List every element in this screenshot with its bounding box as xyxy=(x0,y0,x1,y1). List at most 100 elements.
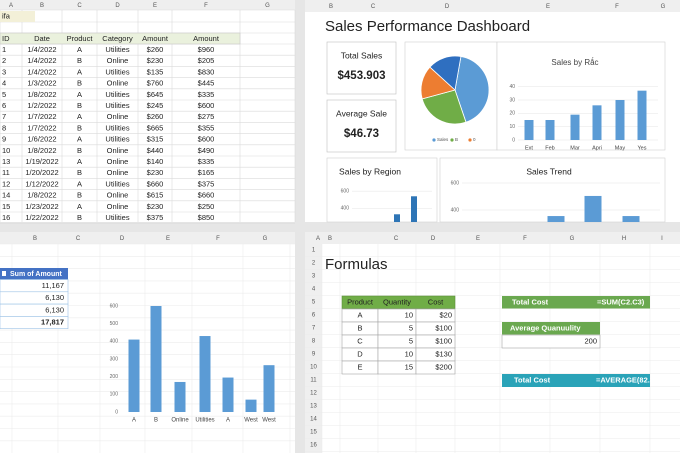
cell-text: 1/8/2022 xyxy=(27,191,56,200)
bar xyxy=(394,214,400,222)
cell-text: 10 xyxy=(405,310,413,319)
header-cell: Date xyxy=(34,34,50,43)
cell-text: B xyxy=(77,123,82,132)
row-header: 4 xyxy=(312,287,316,293)
cell-text: $165 xyxy=(198,168,215,177)
column-header: F xyxy=(216,236,220,242)
row-header: 7 xyxy=(312,326,316,332)
pie-slice xyxy=(421,89,467,125)
column-header: H xyxy=(622,236,626,242)
cell-text: $100 xyxy=(435,323,452,332)
legend-swatch xyxy=(432,138,436,142)
cell-text: 1 xyxy=(2,45,6,54)
bar xyxy=(263,365,275,412)
cell-text: 17,817 xyxy=(41,318,64,327)
cell-text: $960 xyxy=(198,45,215,54)
cell-text: $260 xyxy=(147,45,164,54)
column-header-bar xyxy=(305,232,680,244)
cell-text: $355 xyxy=(198,123,215,132)
cell-text: 15 xyxy=(2,202,10,211)
header-cell: Product xyxy=(67,34,94,43)
cell-highlight xyxy=(0,11,35,22)
row-header: 5 xyxy=(312,300,316,306)
column-header-bar xyxy=(0,232,295,244)
y-tick-label: 0 xyxy=(512,137,515,143)
y-tick-label: 600 xyxy=(110,303,119,309)
pivot-cell xyxy=(0,316,69,329)
cell-text: A xyxy=(77,157,82,166)
legend-swatch xyxy=(468,138,472,142)
cell-text: $445 xyxy=(198,79,215,88)
formula-bar xyxy=(502,296,650,309)
cell-text: 1/12/2022 xyxy=(25,179,58,188)
cell-text: 6 xyxy=(2,101,6,110)
bar xyxy=(637,90,647,140)
chart-title: Sales Trend xyxy=(526,166,572,176)
row-header: 9 xyxy=(312,352,316,358)
header-cell: Amount xyxy=(142,34,169,43)
cell-text: 11,167 xyxy=(42,281,64,290)
chart-title: Sales by Rǻc xyxy=(551,58,598,67)
x-tick-label: Apri xyxy=(592,145,602,151)
cell-text: $440 xyxy=(147,146,164,155)
header-cell: ID xyxy=(2,34,10,43)
y-tick-label: 20 xyxy=(509,111,515,117)
cell-text: Utilities xyxy=(105,90,129,99)
cell-text: 15 xyxy=(405,362,413,371)
bar xyxy=(570,114,580,140)
cell-text: $645 xyxy=(147,90,164,99)
cell-text: Utilities xyxy=(105,45,129,54)
cell-text: 1/3/2022 xyxy=(27,79,56,88)
y-tick-label: 400 xyxy=(110,339,119,345)
cell-text: $600 xyxy=(198,101,215,110)
cell-text: $335 xyxy=(198,90,215,99)
header-cell: Cost xyxy=(428,297,444,306)
cell-text: $615 xyxy=(147,191,164,200)
cell-text: A xyxy=(77,112,82,121)
bar xyxy=(545,120,555,140)
y-tick-label: 10 xyxy=(509,124,515,130)
x-tick-label: Feb xyxy=(545,145,554,151)
cell-text: 1/19/2022 xyxy=(25,157,58,166)
bar xyxy=(584,195,602,222)
column-header: A xyxy=(9,3,13,9)
cell-text: A xyxy=(77,67,82,76)
cell-text: 9 xyxy=(2,135,6,144)
pie-slice xyxy=(454,56,490,123)
column-header: D xyxy=(115,3,120,9)
cell-text: 8 xyxy=(2,123,6,132)
x-tick-label: A xyxy=(226,418,230,424)
cell-text: 1/8/2022 xyxy=(27,146,56,155)
x-tick-label: Utilities xyxy=(195,418,214,424)
bar xyxy=(245,399,257,412)
cell-text: =SUM(C2.C3) xyxy=(597,297,645,306)
cell-text: $260 xyxy=(147,112,164,121)
cell-text: $245 xyxy=(147,101,164,110)
cell-text: $230 xyxy=(147,56,164,65)
cell-text: 200 xyxy=(584,336,597,345)
cell-text: $230 xyxy=(147,168,164,177)
sheet-title: Formulas xyxy=(325,256,388,273)
y-tick-label: 600 xyxy=(451,180,460,186)
x-tick-label: Mar xyxy=(570,145,580,151)
y-tick-label: 500 xyxy=(110,321,119,327)
cell-text: $335 xyxy=(198,157,215,166)
column-header: G xyxy=(265,3,270,9)
header-cell: Category xyxy=(102,34,133,43)
cell-text: 11 xyxy=(2,168,10,177)
row-header: 12 xyxy=(310,391,317,397)
column-header: A xyxy=(316,236,320,242)
cell-text: 5 xyxy=(2,90,6,99)
row-header: 8 xyxy=(312,339,316,345)
cell-text: Utilities xyxy=(105,213,129,222)
cell-text: Online xyxy=(107,146,129,155)
cell-text: A xyxy=(77,202,82,211)
cell-text: B xyxy=(77,101,82,110)
cell-text: $665 xyxy=(147,123,164,132)
column-header: E xyxy=(476,236,480,242)
table-cell xyxy=(501,334,601,349)
x-tick-label: B xyxy=(154,418,158,424)
cell-text: $375 xyxy=(147,213,164,222)
cell-text: $250 xyxy=(198,202,215,211)
cell-text: 4 xyxy=(2,79,6,88)
